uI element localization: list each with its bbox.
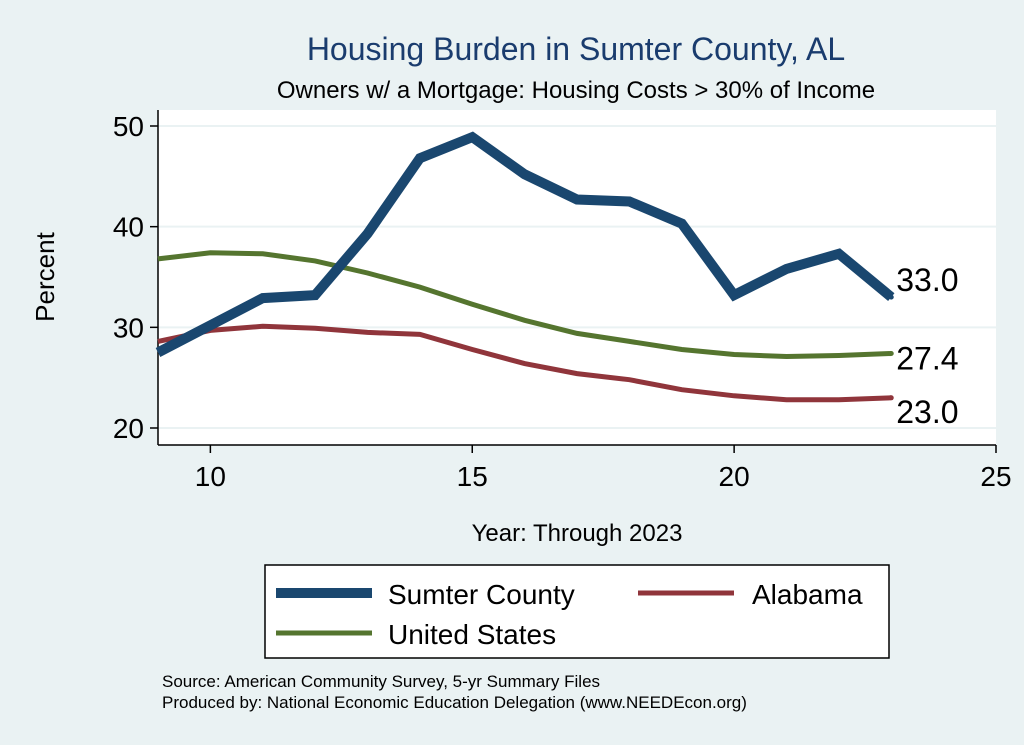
x-tick-label: 15 [457,461,488,492]
series-line-alabama [157,323,892,403]
legend-label-sumter-county: Sumter County [388,579,575,610]
legend-label-alabama: Alabama [752,579,863,610]
end-point-marker [888,351,894,357]
x-tick-label: 10 [195,461,226,492]
end-label-sumter-county: 33.0 [896,262,958,298]
plot-area [158,110,996,445]
y-tick-label: 30 [113,312,144,343]
chart-title: Housing Burden in Sumter County, AL [307,31,845,67]
axes: 20 30 40 50 10 15 20 25 [113,110,1012,492]
gridlines [158,125,996,429]
series-lines [155,131,895,403]
y-tick-label: 20 [113,413,144,444]
series-line-united-states [157,250,892,360]
x-tick-label: 20 [719,461,750,492]
x-tick-label: 25 [980,461,1011,492]
end-point-marker [888,395,894,401]
end-labels: 33.0 23.0 27.4 [888,262,959,430]
produced-by-line: Produced by: National Economic Education… [162,693,747,712]
source-line: Source: American Community Survey, 5-yr … [162,672,600,691]
legend-box [264,564,890,659]
x-axis-label: Year: Through 2023 [472,520,683,547]
end-label-united-states: 27.4 [896,341,958,377]
legend: Sumter County Alabama United States [264,564,890,659]
legend-label-united-states: United States [388,619,556,650]
end-point-marker [888,294,894,300]
y-tick-label: 50 [113,111,144,142]
end-label-alabama: 23.0 [896,394,958,430]
y-axis-label: Percent [30,231,60,321]
series-line-sumter-county [155,131,895,357]
y-tick-label: 40 [113,212,144,243]
chart-subtitle: Owners w/ a Mortgage: Housing Costs > 30… [277,77,875,104]
